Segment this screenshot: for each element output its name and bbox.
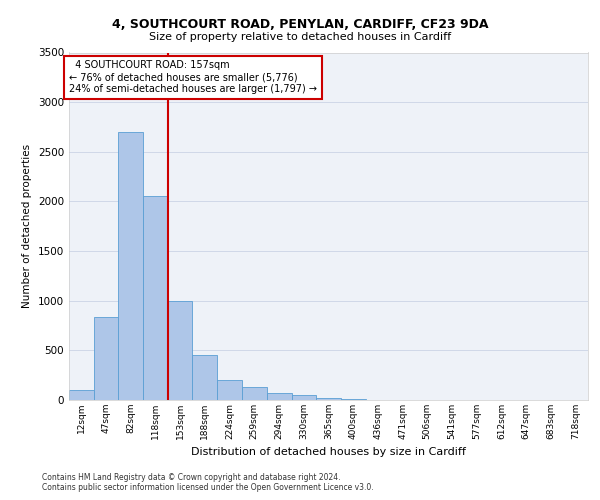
Bar — [143, 196, 168, 400]
Bar — [341, 399, 366, 400]
Bar — [266, 393, 292, 400]
Text: Size of property relative to detached houses in Cardiff: Size of property relative to detached ho… — [149, 32, 451, 42]
Bar — [316, 398, 341, 400]
Bar — [292, 395, 316, 400]
Y-axis label: Number of detached properties: Number of detached properties — [22, 144, 32, 308]
Text: 4, SOUTHCOURT ROAD, PENYLAN, CARDIFF, CF23 9DA: 4, SOUTHCOURT ROAD, PENYLAN, CARDIFF, CF… — [112, 18, 488, 30]
Bar — [168, 300, 192, 400]
Bar — [192, 356, 217, 400]
Bar — [118, 132, 143, 400]
Bar — [94, 316, 118, 400]
Bar — [69, 390, 94, 400]
Bar — [242, 387, 266, 400]
Bar — [217, 380, 242, 400]
Text: Contains HM Land Registry data © Crown copyright and database right 2024.
Contai: Contains HM Land Registry data © Crown c… — [42, 473, 374, 492]
Text: 4 SOUTHCOURT ROAD: 157sqm
← 76% of detached houses are smaller (5,776)
24% of se: 4 SOUTHCOURT ROAD: 157sqm ← 76% of detac… — [69, 60, 317, 94]
X-axis label: Distribution of detached houses by size in Cardiff: Distribution of detached houses by size … — [191, 448, 466, 458]
